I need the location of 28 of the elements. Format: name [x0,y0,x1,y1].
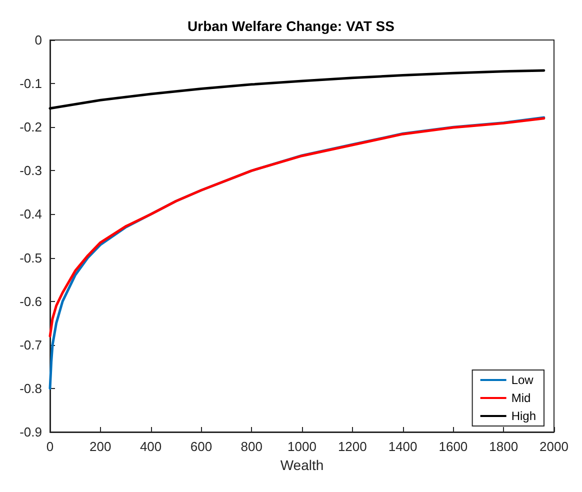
legend-label: High [511,409,536,423]
y-tick-label: -0.7 [20,337,42,352]
line-series [48,69,546,110]
y-tick-label: -0.5 [20,250,42,266]
y-tick-label: -0.6 [20,294,42,309]
y-tick-label: -0.8 [20,380,42,396]
x-tick-label: 0 [46,439,54,454]
y-tick-label: -0.9 [20,424,42,440]
x-axis-title: Wealth [280,456,324,473]
x-tick-label: 800 [240,439,262,454]
x-tick-label: 200 [90,439,112,454]
y-tick-label: -0.3 [20,163,42,178]
y-tick-label: 0 [34,32,42,48]
legend-label: Low [511,373,534,387]
y-tick-label: -0.2 [20,120,42,135]
x-tick-label: 400 [140,439,162,454]
chart-title: Urban Welfare Change: VAT SS [188,18,394,34]
line-series [48,117,546,338]
x-tick-label: 600 [190,439,212,454]
x-tick-label: 1400 [388,439,418,454]
legend-label: Mid [511,391,531,405]
y-tick-label: -0.1 [20,76,42,92]
x-tick-label: 1600 [438,439,468,454]
x-tick-label: 1000 [288,439,316,454]
x-tick-label: 2000 [540,439,568,454]
x-tick-label: 1200 [338,439,367,454]
x-tick-label: 1800 [489,439,518,454]
y-tick-label: -0.4 [20,206,42,222]
